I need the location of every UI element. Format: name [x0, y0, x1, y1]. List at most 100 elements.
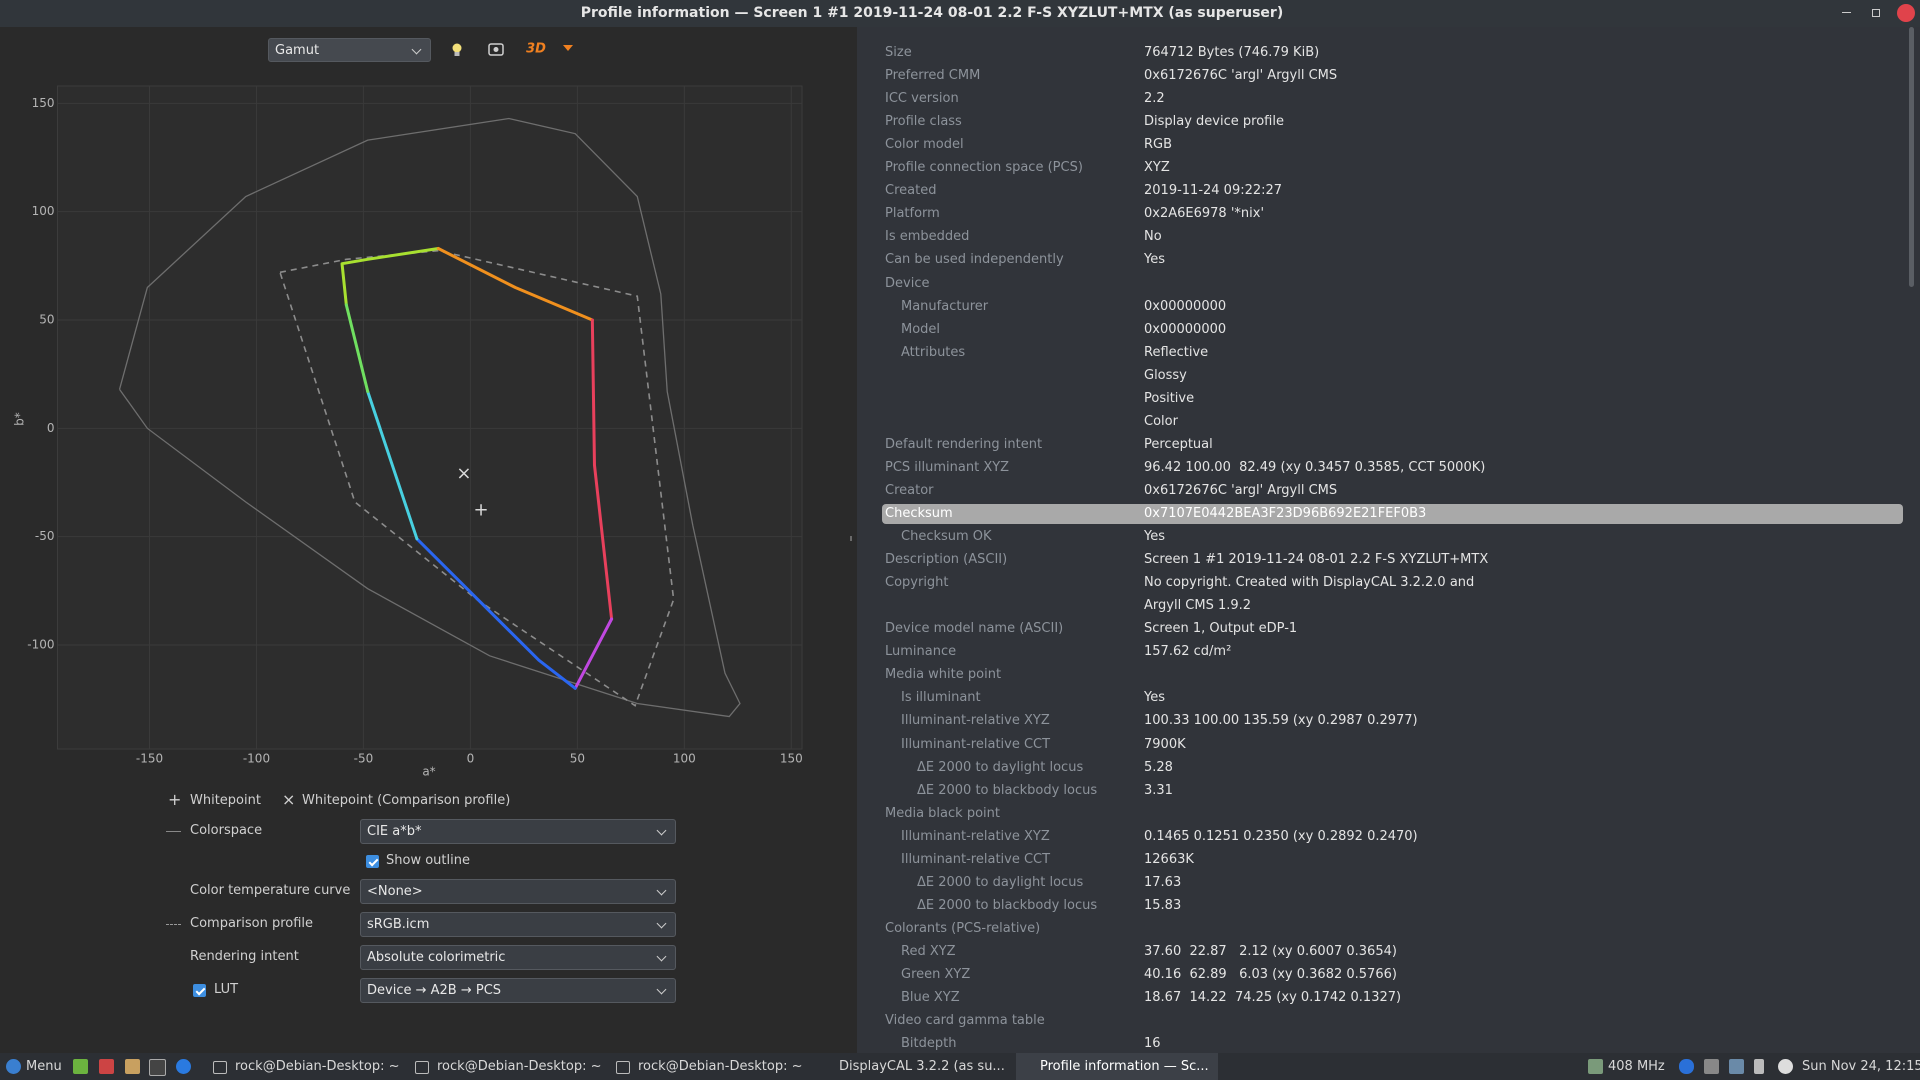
property-value: 157.62 cd/m² [1144, 644, 1231, 659]
property-value: 764712 Bytes (746.79 KiB) [1144, 45, 1319, 60]
show-outline-checkbox[interactable] [366, 855, 379, 868]
comparison-whitepoint-symbol: × [282, 790, 295, 809]
control-label: Colorspace [190, 823, 262, 838]
task-button[interactable]: rock@Debian-Desktop: ~ [235, 1053, 399, 1080]
property-label: Green XYZ [901, 967, 970, 982]
legend-label: Whitepoint (Comparison profile) [302, 793, 510, 808]
property-label: Blue XYZ [901, 990, 960, 1005]
y-tick-label: 0 [47, 421, 55, 435]
terminal-icon [415, 1061, 429, 1074]
property-value: 0x6172676C 'argl' Argyll CMS [1144, 68, 1337, 83]
bluetooth-icon[interactable] [1679, 1059, 1694, 1074]
window-title: Profile information — Screen 1 #1 2019-1… [0, 0, 1864, 27]
property-label: ΔE 2000 to daylight locus [917, 875, 1083, 890]
volume-icon[interactable] [1704, 1059, 1719, 1074]
control-label: Show outline [386, 853, 470, 868]
property-value: 5.28 [1144, 760, 1173, 775]
menu-icon[interactable] [6, 1059, 21, 1074]
property-value: Display device profile [1144, 114, 1284, 129]
network-icon[interactable] [1729, 1059, 1744, 1074]
cpu-icon [1588, 1059, 1603, 1074]
comparison-profile-select[interactable]: sRGB.icm [360, 912, 676, 937]
property-value: Reflective [1144, 345, 1208, 360]
property-value: Screen 1, Output eDP-1 [1144, 621, 1297, 636]
3d-button[interactable]: 3D [526, 42, 546, 57]
gamut-chart: -150-100-50050100150150100500-50-100 a* … [0, 0, 857, 790]
property-value: Yes [1144, 690, 1165, 705]
profile-info-panel: Size 764712 Bytes (746.79 KiB) Preferred C… [857, 27, 1920, 1053]
x-tick-label: -100 [243, 752, 270, 766]
launcher-icon[interactable] [99, 1059, 114, 1074]
property-label: Colorants (PCS-relative) [885, 921, 1040, 936]
colorspace-select[interactable]: CIE a*b* [360, 819, 676, 844]
whitepoint-marker: + [474, 500, 489, 521]
maximize-button[interactable] [1872, 9, 1880, 17]
x-axis-label: a* [422, 765, 435, 779]
property-label: Device [885, 276, 929, 291]
plot-area [58, 86, 803, 749]
property-value: XYZ [1144, 160, 1170, 175]
task-button[interactable]: DisplayCAL 3.2.2 (as su... [839, 1053, 1005, 1080]
property-label: Platform [885, 206, 940, 221]
property-label: Model [901, 322, 940, 337]
property-value: 96.42 100.00 82.49 (xy 0.3457 0.3585, CC… [1144, 460, 1485, 475]
y-tick-label: 150 [32, 96, 55, 110]
launcher-icon[interactable] [125, 1059, 140, 1074]
legend-label: Whitepoint [190, 793, 261, 808]
property-label: Can be used independently [885, 252, 1064, 267]
property-value: 2.2 [1144, 91, 1165, 106]
property-label: Creator [885, 483, 934, 498]
update-icon[interactable] [1778, 1059, 1793, 1074]
battery-icon[interactable] [1754, 1059, 1764, 1074]
comparison-swatch [166, 924, 181, 925]
property-label: Size [885, 45, 912, 60]
x-tick-label: 0 [467, 752, 475, 766]
property-value: 0x2A6E6978 '*nix' [1144, 206, 1264, 221]
property-label: Media white point [885, 667, 1001, 682]
launcher-icon[interactable] [73, 1059, 88, 1074]
property-label: Red XYZ [901, 944, 956, 959]
cpu-frequency: 408 MHz [1608, 1053, 1665, 1080]
property-value: Positive [1144, 391, 1194, 406]
menu-button[interactable]: Menu [26, 1053, 62, 1080]
task-button[interactable]: rock@Debian-Desktop: ~ [437, 1053, 601, 1080]
task-button[interactable]: rock@Debian-Desktop: ~ [638, 1053, 802, 1080]
lut-checkbox[interactable] [193, 984, 206, 997]
bulb-icon[interactable] [453, 44, 462, 53]
control-label: Rendering intent [190, 949, 299, 964]
property-label: Manufacturer [901, 299, 988, 314]
launcher-icon[interactable] [176, 1059, 191, 1074]
property-label: Created [885, 183, 936, 198]
property-value: 12663K [1144, 852, 1194, 867]
y-tick-label: -50 [35, 529, 55, 543]
property-label: Default rendering intent [885, 437, 1042, 452]
terminal-icon [213, 1061, 227, 1074]
property-value: RGB [1144, 137, 1172, 152]
close-button[interactable] [1897, 4, 1915, 22]
title-bar: Profile information — Screen 1 #1 2019-1… [0, 0, 1920, 27]
property-value: 3.31 [1144, 783, 1173, 798]
3d-menu-arrow[interactable] [563, 45, 573, 51]
launcher-icon[interactable] [149, 1059, 166, 1076]
property-value: 0x6172676C 'argl' Argyll CMS [1144, 483, 1337, 498]
property-value: Yes [1144, 529, 1165, 544]
property-label: Preferred CMM [885, 68, 980, 83]
y-axis-label: b* [13, 412, 27, 426]
x-tick-label: -150 [136, 752, 163, 766]
view-select[interactable]: Gamut [268, 38, 431, 62]
property-label: ΔE 2000 to blackbody locus [917, 898, 1097, 913]
property-label: Illuminant-relative CCT [901, 737, 1050, 752]
control-label: Color temperature curve [190, 883, 350, 898]
lut-select[interactable]: Device → A2B → PCS [360, 978, 676, 1003]
task-button[interactable]: Profile information — Sc... [1040, 1053, 1209, 1080]
bulb-base [455, 52, 460, 56]
rendering-intent-select[interactable]: Absolute colorimetric [360, 945, 676, 970]
minimize-button[interactable] [1842, 12, 1851, 13]
temperature-curve-select[interactable]: <None> [360, 879, 676, 904]
property-label: ICC version [885, 91, 959, 106]
property-label: Description (ASCII) [885, 552, 1007, 567]
terminal-icon [616, 1061, 630, 1074]
scrollbar[interactable] [1909, 27, 1914, 287]
property-label: Checksum [885, 506, 953, 521]
